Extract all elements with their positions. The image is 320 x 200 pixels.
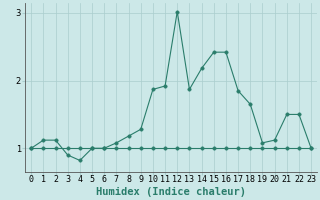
X-axis label: Humidex (Indice chaleur): Humidex (Indice chaleur) <box>96 187 246 197</box>
